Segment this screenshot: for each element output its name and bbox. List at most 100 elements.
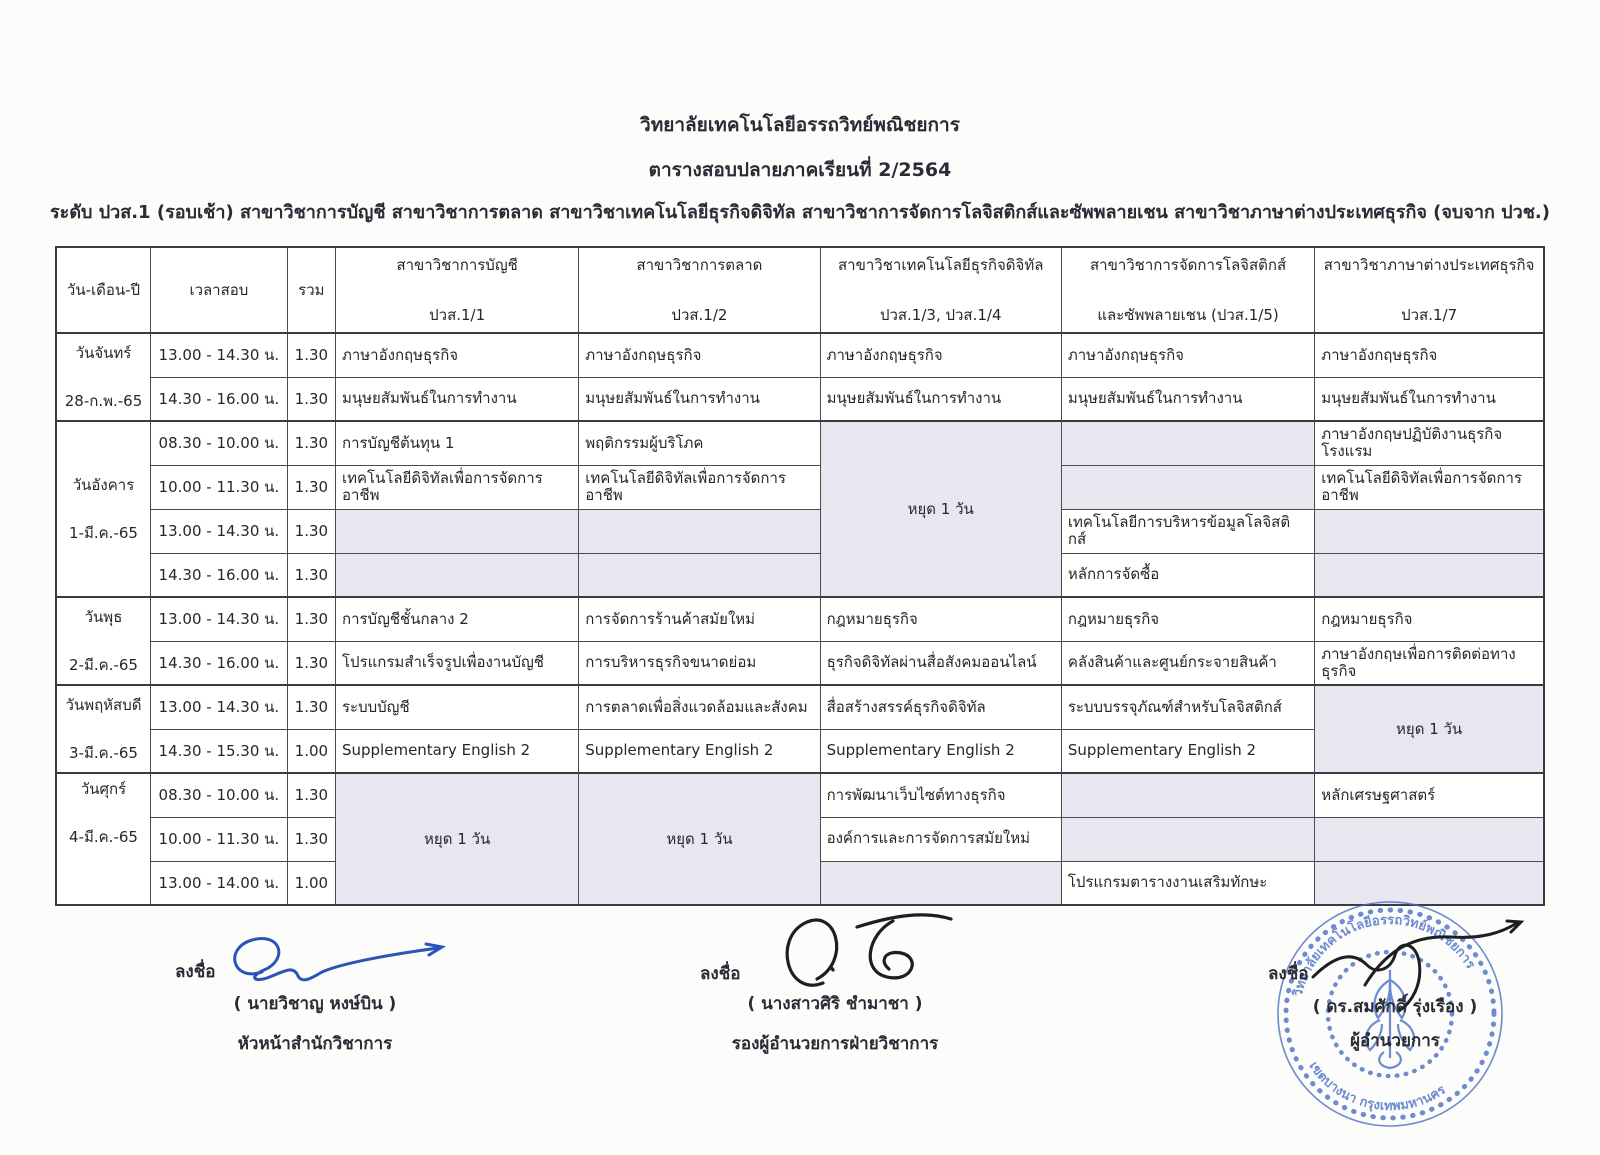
exam-cell: ภาษาอังกฤษธุรกิจ bbox=[1060, 332, 1316, 378]
day-name: วันจันทร์ bbox=[75, 344, 132, 362]
header-logistics-column: สาขาวิชาการจัดการโลจิสติกส์ และซัพพลายเชน… bbox=[1060, 246, 1316, 334]
exam-cell: มนุษยสัมพันธ์ในการทำงาน bbox=[1314, 376, 1545, 422]
sign-label: ลงชื่อ bbox=[1268, 964, 1309, 984]
holiday-cell: หยุด 1 วัน bbox=[578, 772, 821, 906]
table-row: 13.00 - 14.30 น. 1.30 เทคโนโลยีการบริหาร… bbox=[56, 508, 1545, 554]
day-cell-wednesday: วันพุธ 2-มี.ค.-65 bbox=[55, 596, 151, 686]
signature-block-director: ลงชื่อ ( ดร.สมศักดิ์ รุ่งเรือง ) ผู้อำนว… bbox=[1240, 915, 1550, 1051]
signer-name: ( ดร.สมศักดิ์ รุ่งเรือง ) bbox=[1312, 997, 1478, 1017]
signer-name: ( นางสาวศิริ ชำมาชา ) bbox=[747, 994, 923, 1014]
duration-cell: 1.30 bbox=[286, 640, 336, 686]
day-cell-tuesday: วันอังคาร 1-มี.ค.-65 bbox=[55, 420, 151, 598]
exam-cell-empty bbox=[1060, 464, 1316, 510]
day-cell-thursday: วันพฤหัสบดี 3-มี.ค.-65 bbox=[55, 684, 151, 774]
exam-cell: ภาษาอังกฤษธุรกิจ bbox=[819, 332, 1062, 378]
day-date: 2-มี.ค.-65 bbox=[69, 656, 138, 674]
holiday-cell: หยุด 1 วัน bbox=[334, 772, 580, 906]
header-marketing-column: สาขาวิชาการตลาดปวส.1/2 bbox=[578, 246, 821, 334]
exam-cell: การบัญชีชั้นกลาง 2 bbox=[334, 596, 580, 642]
time-cell: 08.30 - 10.00 น. bbox=[150, 772, 288, 818]
dept-name: สาขาวิชาการบัญชี bbox=[396, 256, 518, 274]
exam-cell: กฎหมายธุรกิจ bbox=[1314, 596, 1545, 642]
exam-cell: โปรแกรมสำเร็จรูปเพื่องานบัญชี bbox=[334, 640, 580, 686]
exam-cell: คลังสินค้าและศูนย์กระจายสินค้า bbox=[1060, 640, 1316, 686]
signature-ink-dark bbox=[1311, 919, 1525, 1013]
table-row: 13.00 - 14.00 น. 1.00 โปรแกรมตารางงานเสร… bbox=[56, 860, 1545, 906]
signature-ink-dark bbox=[785, 913, 953, 987]
table-row: วันศุกร์ 4-มี.ค.-65 08.30 - 10.00 น. 1.30… bbox=[55, 772, 1545, 906]
time-cell: 10.00 - 11.30 น. bbox=[150, 464, 288, 510]
exam-cell: กฎหมายธุรกิจ bbox=[1060, 596, 1316, 642]
exam-cell: โปรแกรมตารางงานเสริมทักษะ bbox=[1060, 860, 1316, 906]
duration-cell: 1.00 bbox=[286, 728, 336, 774]
exam-cell: Supplementary English 2 bbox=[334, 728, 580, 774]
exam-cell: ภาษาอังกฤษธุรกิจ bbox=[1314, 332, 1545, 378]
signature-ink-blue bbox=[233, 937, 447, 982]
table-row: 14.30 - 16.00 น. 1.30 มนุษยสัมพันธ์ในการ… bbox=[56, 376, 1545, 422]
exam-cell-empty bbox=[1314, 816, 1545, 862]
exam-cell: ระบบบรรจุภัณฑ์สำหรับโลจิสติกส์ bbox=[1060, 684, 1316, 730]
day-name: วันศุกร์ bbox=[80, 780, 127, 798]
signer-title: ผู้อำนวยการ bbox=[1350, 1031, 1440, 1051]
class-name: ปวส.1/2 bbox=[671, 306, 728, 324]
day-cell-monday: วันจันทร์ 28-ก.พ.-65 bbox=[55, 332, 151, 422]
sign-label: ลงชื่อ bbox=[175, 962, 216, 982]
day-name: วันพฤหัสบดี bbox=[65, 696, 142, 714]
exam-cell: เทคโนโลยีดิจิทัลเพื่อการจัดการอาชีพ bbox=[1314, 464, 1545, 510]
exam-cell: มนุษยสัมพันธ์ในการทำงาน bbox=[1060, 376, 1316, 422]
exam-cell-empty bbox=[1060, 772, 1316, 818]
header-digital-business-column: สาขาวิชาเทคโนโลยีธุรกิจดิจิทัล ปวส.1/3, ป… bbox=[819, 246, 1062, 334]
time-cell: 10.00 - 11.30 น. bbox=[150, 816, 288, 862]
signer-title: รองผู้อำนวยการฝ่ายวิชาการ bbox=[731, 1034, 939, 1054]
header-foreign-language-column: สาขาวิชาภาษาต่างประเทศธุรกิจ ปวส.1/7 bbox=[1314, 246, 1545, 334]
signer-name: ( นายวิชาญ หงษ์บิน ) bbox=[233, 994, 397, 1014]
header-accounting-column: สาขาวิชาการบัญชี ปวส.1/1 bbox=[334, 246, 580, 334]
class-name: ปวส.1/7 bbox=[1401, 306, 1458, 324]
day-date: 28-ก.พ.-65 bbox=[64, 392, 143, 410]
day-name: วันพุธ bbox=[84, 608, 123, 626]
table-row: วันอังคาร 1-มี.ค.-65 08.30 - 10.00 น. 1.3… bbox=[55, 420, 1545, 598]
exam-cell: Supplementary English 2 bbox=[819, 728, 1062, 774]
table-row: วันพฤหัสบดี 3-มี.ค.-65 13.00 - 14.30 น. 1… bbox=[55, 684, 1545, 774]
exam-cell-empty bbox=[578, 508, 821, 554]
exam-cell: ภาษาอังกฤษเพื่อการติดต่อทางธุรกิจ bbox=[1314, 640, 1545, 686]
dept-name: สาขาวิชาการตลาด bbox=[636, 256, 763, 274]
exam-schedule-table: วัน-เดือน-ปี เวลาสอบ รวม สาขาวิชาการบัญช… bbox=[55, 246, 1545, 906]
duration-cell: 1.30 bbox=[286, 552, 336, 598]
exam-cell: เทคโนโลยีการบริหารข้อมูลโลจิสติกส์ bbox=[1060, 508, 1316, 554]
day-date: 4-มี.ค.-65 bbox=[69, 828, 138, 846]
college-name: วิทยาลัยเทคโนโลยีอรรถวิทย์พณิชยการ bbox=[640, 114, 960, 136]
time-cell: 14.30 - 16.00 น. bbox=[150, 640, 288, 686]
time-cell: 14.30 - 15.30 น. bbox=[150, 728, 288, 774]
duration-cell: 1.30 bbox=[286, 376, 336, 422]
signature-block-deputy-director: ลงชื่อ ( นางสาวศิริ ชำมาชา ) รองผู้อำนวย… bbox=[670, 905, 1000, 1060]
exam-cell: ภาษาอังกฤษธุรกิจ bbox=[578, 332, 821, 378]
exam-cell: การจัดการร้านค้าสมัยใหม่ bbox=[578, 596, 821, 642]
exam-cell: การบัญชีต้นทุน 1 bbox=[334, 420, 580, 466]
exam-cell-empty bbox=[334, 552, 580, 598]
exam-cell-empty bbox=[334, 508, 580, 554]
duration-cell: 1.30 bbox=[286, 332, 336, 378]
exam-cell-empty bbox=[1314, 552, 1545, 598]
day-date: 3-มี.ค.-65 bbox=[69, 744, 138, 762]
header-date-column: วัน-เดือน-ปี bbox=[55, 246, 151, 334]
time-cell: 13.00 - 14.30 น. bbox=[150, 684, 288, 730]
exam-cell-empty bbox=[1060, 420, 1316, 466]
exam-cell: มนุษยสัมพันธ์ในการทำงาน bbox=[334, 376, 580, 422]
exam-cell: องค์การและการจัดการสมัยใหม่ bbox=[819, 816, 1062, 862]
exam-cell: ภาษาอังกฤษธุรกิจ bbox=[334, 332, 580, 378]
time-cell: 08.30 - 10.00 น. bbox=[150, 420, 288, 466]
exam-cell: หลักการจัดซื้อ bbox=[1060, 552, 1316, 598]
holiday-cell: หยุด 1 วัน bbox=[819, 420, 1062, 598]
exam-cell: การตลาดเพื่อสิ่งแวดล้อมและสังคม bbox=[578, 684, 821, 730]
exam-cell: การบริหารธุรกิจขนาดย่อม bbox=[578, 640, 821, 686]
exam-cell: หลักเศรษฐศาสตร์ bbox=[1314, 772, 1545, 818]
exam-cell: เทคโนโลยีดิจิทัลเพื่อการจัดการอาชีพ bbox=[578, 464, 821, 510]
program-subtitle: ระดับ ปวส.1 (รอบเช้า) สาขาวิชาการบัญชี ส… bbox=[49, 202, 1550, 223]
time-cell: 13.00 - 14.00 น. bbox=[150, 860, 288, 906]
exam-cell: เทคโนโลยีดิจิทัลเพื่อการจัดการอาชีพ bbox=[334, 464, 580, 510]
duration-cell: 1.30 bbox=[286, 464, 336, 510]
time-cell: 14.30 - 16.00 น. bbox=[150, 552, 288, 598]
table-row: วันจันทร์ 28-ก.พ.-65 13.00 - 14.30 น. 1.3… bbox=[55, 332, 1545, 422]
